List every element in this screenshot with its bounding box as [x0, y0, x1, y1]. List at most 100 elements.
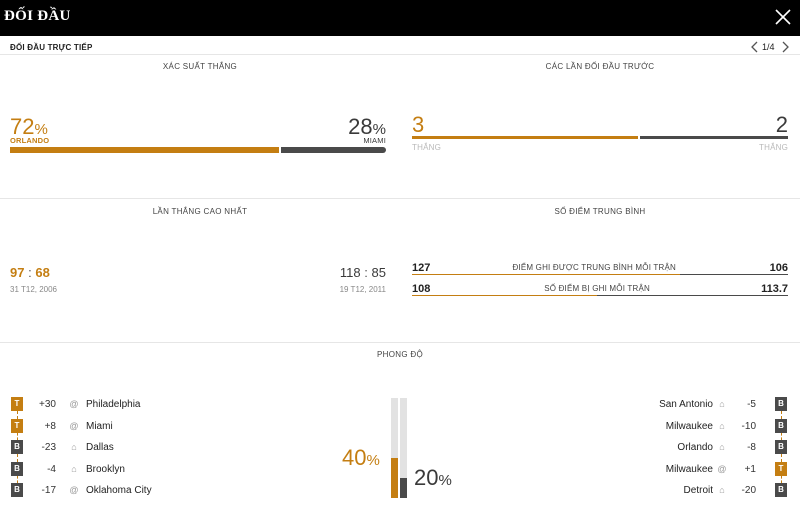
home-icon: ⌂	[719, 442, 725, 452]
form-connector	[781, 475, 782, 483]
away-at-icon: @	[69, 420, 79, 431]
page-indicator: 1/4	[762, 42, 775, 52]
home-wins-label: THẮNG	[412, 143, 441, 152]
page-title: ĐỐI ĐẦU	[4, 8, 71, 24]
home-form-pct: 40%	[342, 445, 380, 470]
result-badge: T	[11, 418, 23, 433]
result-badge: B	[775, 397, 787, 411]
home-form-gauge-fill	[391, 458, 398, 498]
point-difference: +1	[744, 463, 756, 475]
close-icon[interactable]	[772, 6, 794, 28]
form-title: PHONG ĐỘ	[377, 350, 423, 359]
home-icon: ⌂	[71, 442, 77, 452]
form-row: B -5 ⌂ San Antonio	[540, 396, 800, 412]
form-connector	[781, 432, 782, 440]
home-icon: ⌂	[71, 463, 77, 474]
away-biggest-win-date: 19 T12, 2011	[339, 285, 386, 294]
home-previous-wins: 3	[412, 112, 425, 137]
home-form-list: T +30 @ Philadelphia T +8 @ Miami B -23 ⌂ Dallas B -4…	[0, 396, 260, 504]
home-win-pct: 72%	[10, 114, 48, 139]
form-row: B -17 @ Oklahoma City	[0, 482, 260, 498]
form-row: T +1 @ Milwaukee	[540, 461, 800, 477]
form-connector	[17, 411, 18, 419]
avg-scored-away-line	[680, 274, 788, 275]
away-previous-wins: 2	[775, 112, 788, 137]
home-previous-fill	[412, 136, 638, 139]
chevron-left-icon[interactable]	[750, 40, 760, 54]
form-connector	[17, 475, 18, 483]
home-avg-conceded: 108	[412, 283, 431, 295]
home-biggest-win-score: 97 : 68	[10, 265, 50, 280]
form-row: B -4 ⌂ Brooklyn	[0, 461, 260, 477]
opponent-name[interactable]: Milwaukee	[665, 420, 713, 432]
opponent-name[interactable]: Brooklyn	[86, 463, 125, 475]
home-probability-fill	[10, 147, 279, 153]
top-bar: ĐỐI ĐẦU	[0, 0, 800, 36]
form-connector	[17, 432, 18, 440]
form-connector	[17, 454, 18, 462]
opponent-name[interactable]: San Antonio	[659, 399, 713, 410]
away-form-pct: 20%	[414, 465, 452, 490]
form-connector	[781, 411, 782, 419]
form-row: T +30 @ Philadelphia	[0, 396, 260, 412]
average-points-title: SỐ ĐIỂM TRUNG BÌNH	[554, 207, 646, 216]
point-difference: -8	[747, 442, 756, 453]
away-at-icon: @	[69, 485, 79, 495]
point-difference: -23	[41, 442, 56, 453]
away-form-gauge	[400, 398, 407, 498]
home-icon: ⌂	[719, 420, 725, 431]
opponent-name[interactable]: Dallas	[86, 442, 114, 453]
away-avg-scored: 106	[769, 262, 788, 274]
point-difference: -5	[747, 399, 756, 410]
form-row: T +8 @ Miami	[0, 418, 260, 434]
result-badge: B	[11, 483, 23, 497]
chevron-right-icon[interactable]	[780, 40, 790, 54]
result-badge: B	[11, 461, 23, 476]
opponent-name[interactable]: Miami	[86, 420, 113, 432]
divider	[0, 54, 800, 55]
result-badge: B	[775, 483, 787, 497]
biggest-win-title: LẦN THẮNG CAO NHẤT	[152, 207, 248, 216]
home-biggest-win-date: 31 T12, 2006	[10, 285, 58, 294]
pager: 1/4	[750, 40, 792, 54]
opponent-name[interactable]: Detroit	[683, 485, 713, 496]
home-icon: ⌂	[719, 485, 725, 495]
result-badge: B	[775, 418, 787, 433]
away-form-list: B -5 ⌂ San Antonio B -10 ⌂ Milwaukee B -8 ⌂ Orlando…	[540, 396, 800, 504]
result-badge: T	[11, 397, 23, 411]
avg-conceded-away-line	[597, 295, 788, 296]
win-probability-title: XÁC SUẤT THẮNG	[162, 62, 238, 71]
away-form-gauge-fill	[400, 478, 407, 498]
divider	[0, 198, 800, 199]
away-previous-fill	[640, 136, 788, 139]
previous-meetings-title: CÁC LẦN ĐỐI ĐẦU TRƯỚC	[545, 62, 655, 71]
away-probability-fill	[281, 147, 386, 153]
away-avg-conceded: 113.7	[761, 283, 788, 295]
result-badge: T	[775, 461, 787, 476]
away-team-label: MIAMI	[363, 136, 386, 145]
result-badge: B	[775, 440, 787, 454]
home-team-label: ORLANDO	[10, 136, 50, 145]
point-difference: -20	[741, 485, 756, 496]
home-icon: ⌂	[719, 399, 725, 409]
form-row: B -23 ⌂ Dallas	[0, 439, 260, 455]
point-difference: -4	[47, 463, 56, 475]
point-difference: +8	[44, 420, 56, 432]
opponent-name[interactable]: Philadelphia	[86, 399, 141, 410]
home-form-gauge	[391, 398, 398, 498]
away-at-icon: @	[69, 399, 79, 409]
opponent-name[interactable]: Milwaukee	[665, 463, 713, 475]
avg-scored-label: ĐIỂM GHI ĐƯỢC TRUNG BÌNH MỖI TRẬN	[512, 263, 676, 272]
form-connector	[781, 454, 782, 462]
previous-meetings-bar	[412, 136, 788, 139]
form-row: B -20 ⌂ Detroit	[540, 482, 800, 498]
win-probability-bar	[10, 147, 386, 153]
away-biggest-win-score: 118 : 85	[339, 265, 386, 280]
point-difference: +30	[39, 399, 56, 410]
avg-conceded-home-line	[412, 295, 597, 296]
opponent-name[interactable]: Oklahoma City	[86, 485, 152, 496]
point-difference: -17	[41, 485, 56, 496]
opponent-name[interactable]: Orlando	[677, 442, 713, 453]
form-row: B -8 ⌂ Orlando	[540, 439, 800, 455]
result-badge: B	[11, 440, 23, 454]
